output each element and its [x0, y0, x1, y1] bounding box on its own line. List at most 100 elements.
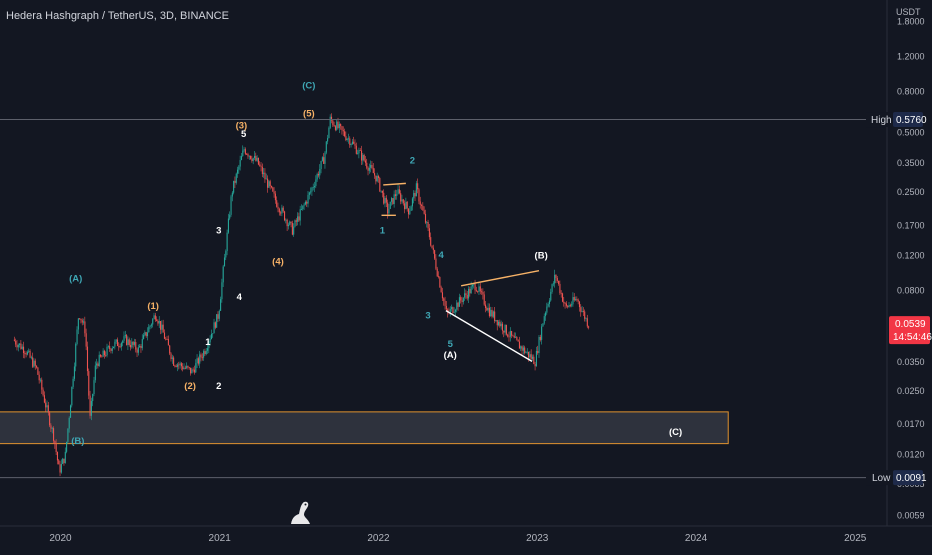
candle	[244, 147, 246, 156]
candle	[364, 156, 367, 166]
high-low-lines	[0, 119, 887, 479]
wave-label[interactable]: (1)	[147, 301, 159, 312]
wave-label[interactable]: 5	[241, 129, 247, 140]
wave-label[interactable]: 4	[438, 250, 444, 261]
candle	[370, 160, 372, 173]
candle	[216, 314, 218, 328]
wave-label[interactable]: 2	[216, 381, 221, 392]
candle	[237, 166, 239, 178]
candle	[530, 349, 532, 361]
candle	[140, 344, 142, 353]
wave-label[interactable]: 1	[380, 226, 386, 237]
candle	[24, 350, 26, 359]
candle	[355, 142, 357, 155]
candle	[54, 440, 56, 449]
candle	[247, 152, 249, 159]
candle	[204, 348, 206, 357]
candle	[72, 376, 74, 390]
wave-label[interactable]: (2)	[184, 381, 196, 392]
candle	[84, 316, 86, 337]
candle	[161, 320, 163, 334]
wave-label[interactable]: (3)	[236, 121, 248, 132]
trendline[interactable]	[383, 182, 406, 186]
candle	[222, 264, 224, 287]
trendline[interactable]	[445, 310, 533, 362]
candle	[496, 319, 498, 331]
time-tick-label: 2020	[49, 533, 72, 544]
time-axis[interactable]: 2020 2021 2022 2023 2024 2025	[49, 533, 866, 544]
candle	[190, 367, 192, 376]
trendline[interactable]	[460, 270, 540, 287]
candle	[338, 121, 340, 134]
candle	[210, 329, 213, 340]
logo-icon	[291, 501, 310, 524]
candle	[542, 323, 544, 327]
candle	[543, 313, 545, 325]
candle	[483, 291, 485, 307]
candle	[461, 296, 463, 307]
wave-label[interactable]: (C)	[669, 427, 682, 438]
candle	[231, 191, 233, 202]
candle	[178, 361, 180, 370]
candle	[444, 296, 446, 310]
candle	[563, 296, 565, 307]
candle	[453, 307, 455, 314]
candle	[588, 325, 590, 330]
wave-label-layer: (A)(B)(1)(2)1234(3)5(4)(5)(C)21435(A)(B)…	[69, 80, 682, 447]
wave-label[interactable]: (A)	[69, 273, 82, 284]
wave-label[interactable]: 1	[205, 337, 211, 348]
candle	[415, 180, 417, 197]
candle	[434, 249, 436, 260]
wave-label[interactable]: (B)	[71, 436, 84, 447]
candle	[128, 337, 130, 347]
candle	[503, 330, 505, 338]
candle	[118, 342, 120, 351]
candle	[548, 297, 551, 308]
candle	[517, 339, 519, 342]
candle	[119, 343, 121, 349]
candle	[419, 196, 421, 209]
candle	[135, 339, 137, 353]
candle	[124, 330, 126, 339]
candle	[512, 334, 514, 337]
wave-label[interactable]: 3	[216, 226, 221, 237]
candle	[280, 210, 282, 216]
candle	[197, 356, 199, 366]
candle	[551, 283, 553, 294]
candle	[26, 350, 29, 356]
wave-label[interactable]: (5)	[303, 109, 315, 120]
candle	[449, 306, 451, 317]
candle	[457, 301, 459, 311]
candle	[180, 362, 183, 371]
candle	[440, 285, 442, 293]
wave-label[interactable]: 4	[237, 292, 243, 303]
wave-label[interactable]: (4)	[272, 256, 284, 267]
wave-label[interactable]: (C)	[302, 80, 315, 91]
wave-label[interactable]: (A)	[444, 350, 457, 361]
candle	[17, 343, 19, 352]
candle	[299, 205, 301, 226]
candle	[454, 308, 457, 316]
candle	[191, 367, 193, 374]
candle	[518, 336, 521, 349]
candle	[55, 439, 57, 456]
wave-label[interactable]: (B)	[535, 250, 548, 261]
candle	[363, 153, 365, 162]
candle	[546, 302, 548, 315]
wave-label[interactable]: 5	[448, 339, 454, 350]
candle	[541, 323, 543, 345]
candle	[114, 339, 116, 350]
candle	[238, 165, 240, 174]
candle	[242, 145, 244, 157]
wave-label[interactable]: 2	[410, 156, 415, 167]
price-tick-label: 0.0350	[897, 357, 925, 367]
wave-label[interactable]: 3	[425, 310, 430, 321]
target-zone[interactable]	[0, 411, 729, 445]
candle	[565, 301, 567, 308]
candle	[136, 347, 138, 358]
candle	[175, 364, 177, 368]
low-marker: Low 0.0091	[866, 470, 927, 486]
candle	[486, 306, 488, 311]
candle	[402, 198, 404, 206]
